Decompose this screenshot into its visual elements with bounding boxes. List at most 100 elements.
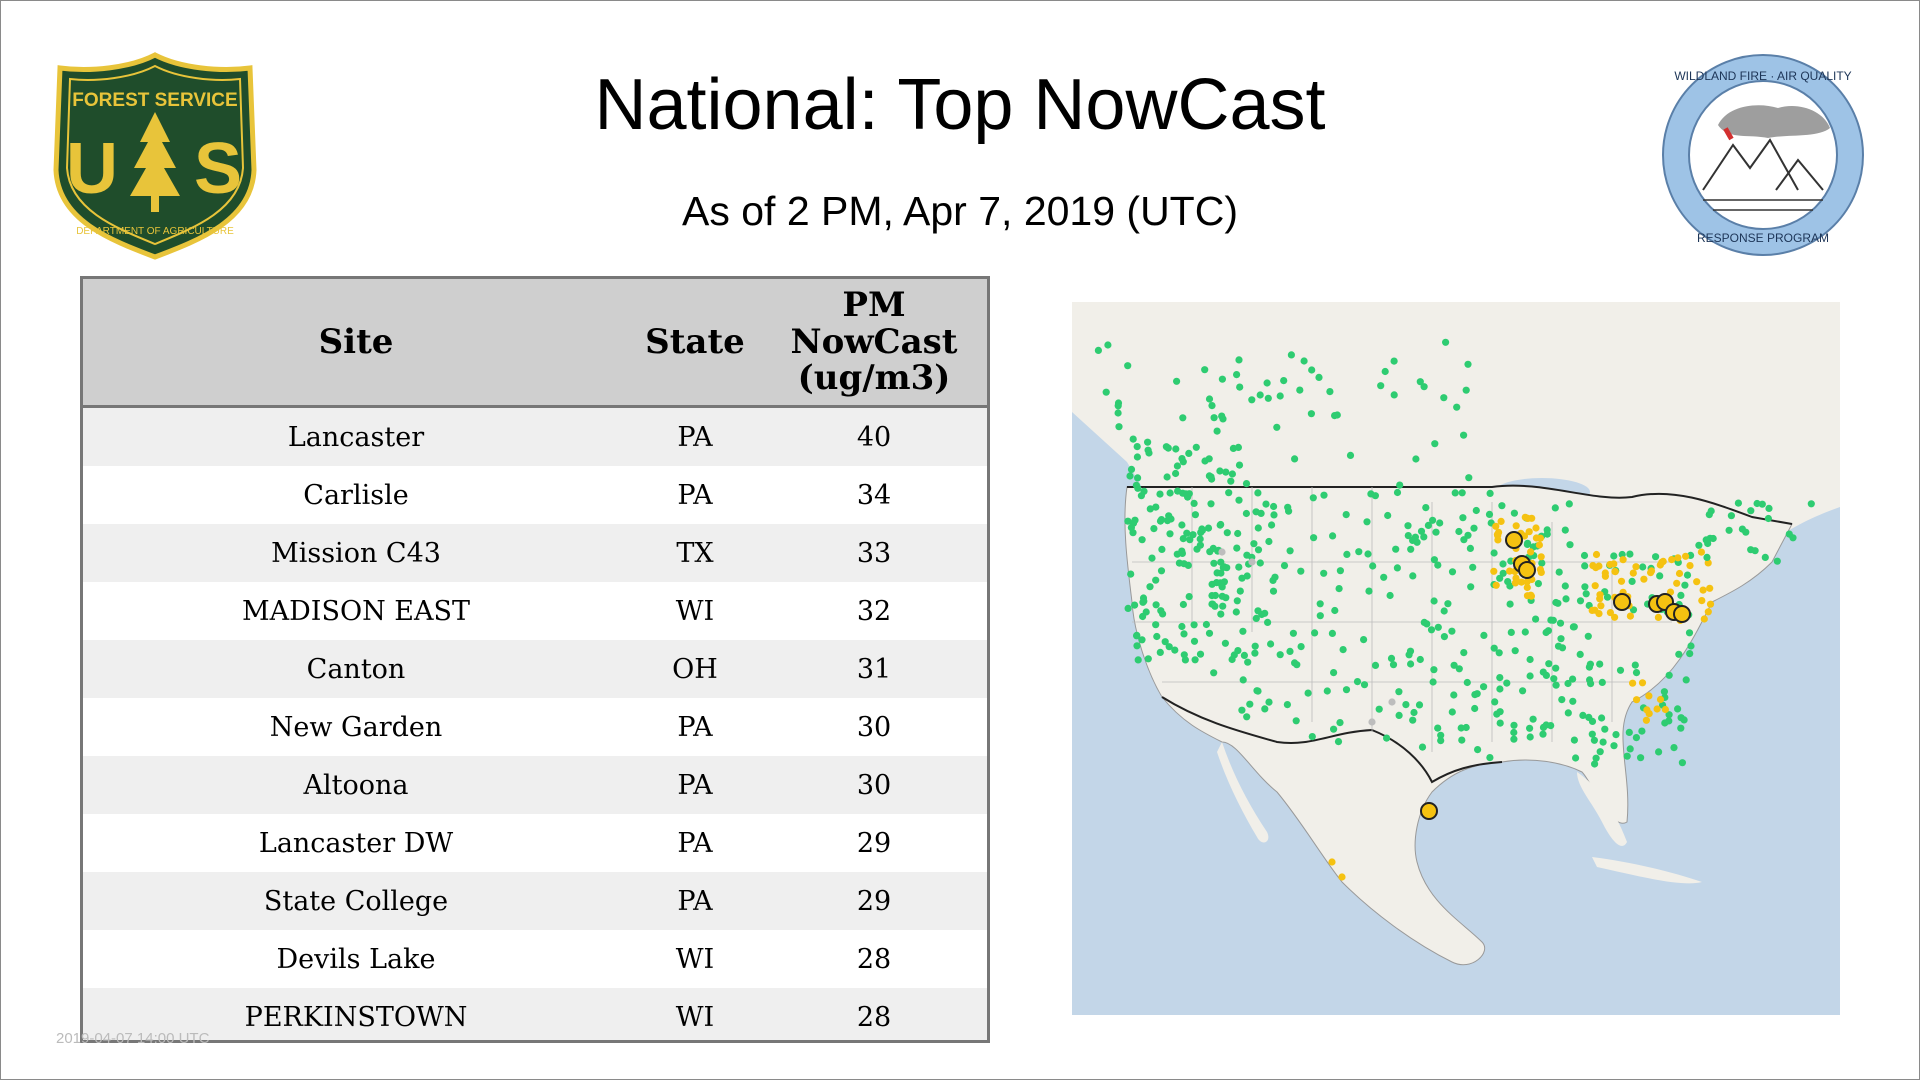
station-dot (1558, 644, 1567, 652)
station-dot (1251, 642, 1259, 650)
station-dot (1557, 635, 1565, 643)
station-dot (1448, 568, 1457, 576)
station-dot (1497, 517, 1505, 525)
station-dot (1242, 509, 1250, 518)
station-dot (1179, 535, 1187, 543)
state-cell: PA (629, 698, 761, 756)
station-dot (1652, 553, 1660, 561)
station-dot (1464, 360, 1472, 368)
svg-text:DEPARTMENT OF AGRICULTURE: DEPARTMENT OF AGRICULTURE (76, 226, 234, 237)
site-cell: New Garden (83, 698, 629, 756)
station-dot (1127, 570, 1135, 578)
station-dot (1450, 691, 1458, 699)
station-dot (1585, 663, 1593, 671)
station-dot (1393, 564, 1401, 572)
station-dot (1537, 553, 1545, 561)
station-dot (1310, 534, 1318, 542)
station-dot (1656, 695, 1665, 704)
station-dot (1532, 615, 1540, 623)
station-dot (1506, 567, 1514, 575)
station-dot (1133, 443, 1141, 451)
station-dot (1283, 701, 1291, 709)
station-dot (1457, 724, 1465, 732)
station-dot (1413, 538, 1421, 546)
station-dot (1134, 474, 1142, 482)
station-dot (1677, 591, 1685, 599)
station-dot (1210, 669, 1218, 677)
svg-text:U: U (66, 129, 118, 209)
header-pm-line1: PM (842, 284, 906, 325)
station-dot (1415, 701, 1424, 709)
station-dot (1706, 600, 1715, 608)
station-dot (1632, 563, 1640, 571)
top-site-markers (1420, 531, 1691, 820)
station-dot (1184, 493, 1192, 501)
station-dot (1496, 685, 1504, 693)
station-dot (1612, 731, 1620, 739)
station-dot (1114, 409, 1122, 417)
station-dot (1584, 632, 1592, 640)
station-dot (1629, 569, 1637, 577)
station-dot (1675, 569, 1684, 578)
station-dot (1256, 559, 1264, 567)
station-dot (1462, 386, 1470, 394)
station-dot (1485, 510, 1494, 518)
station-dot (1661, 705, 1669, 714)
station-dot (1539, 723, 1548, 731)
station-dot (1682, 552, 1690, 560)
pm-cell: 30 (761, 756, 987, 814)
station-dot (1542, 628, 1550, 637)
site-cell: Lancaster (83, 406, 629, 466)
station-dot (1262, 500, 1270, 508)
station-dot (1166, 489, 1174, 497)
station-dot (1450, 661, 1458, 669)
station-dot (1473, 690, 1481, 698)
station-dot (1292, 717, 1300, 725)
station-dot (1653, 705, 1661, 713)
station-dot (1300, 357, 1308, 365)
station-dot (1417, 527, 1426, 535)
station-dot (1129, 435, 1137, 443)
table-row: Carlisle PA 34 (83, 466, 987, 524)
station-dot (1250, 540, 1258, 548)
station-dot (1360, 636, 1368, 644)
station-dot (1527, 548, 1535, 556)
station-dot (1180, 630, 1188, 638)
station-dot (1496, 574, 1504, 582)
station-dot (1343, 550, 1351, 558)
station-dot (1631, 661, 1639, 669)
station-dot (1254, 607, 1262, 615)
station-dot (1280, 562, 1289, 570)
state-cell: PA (629, 756, 761, 814)
map-land-north (1692, 302, 1840, 367)
station-dot (1704, 608, 1712, 616)
station-dot (1243, 572, 1251, 580)
station-dot (1467, 583, 1475, 591)
station-dot (1422, 504, 1430, 512)
station-dot (1699, 586, 1707, 594)
station-dot (1179, 600, 1187, 609)
station-dot (1218, 592, 1226, 600)
station-dot (1218, 375, 1226, 383)
station-dot (1658, 558, 1666, 566)
station-dot (1338, 873, 1346, 881)
station-dot (1665, 711, 1673, 719)
station-dot (1144, 446, 1152, 454)
station-dot (1127, 524, 1135, 532)
map-state-lines (1132, 487, 1672, 752)
station-dot (1656, 572, 1664, 580)
station-dot (1569, 697, 1577, 705)
station-dot (1440, 607, 1448, 615)
state-cell: TX (629, 524, 761, 582)
station-dot (1496, 719, 1504, 727)
station-dot (1459, 514, 1467, 522)
station-dot (1674, 554, 1682, 562)
page-title: National: Top NowCast (594, 65, 1326, 145)
station-dot (1180, 560, 1188, 568)
station-dot (1668, 556, 1676, 564)
station-dot (1267, 640, 1275, 648)
station-dot (1599, 738, 1607, 746)
station-dot (1430, 666, 1438, 674)
station-dot (1329, 532, 1337, 540)
station-dot (1437, 737, 1445, 745)
